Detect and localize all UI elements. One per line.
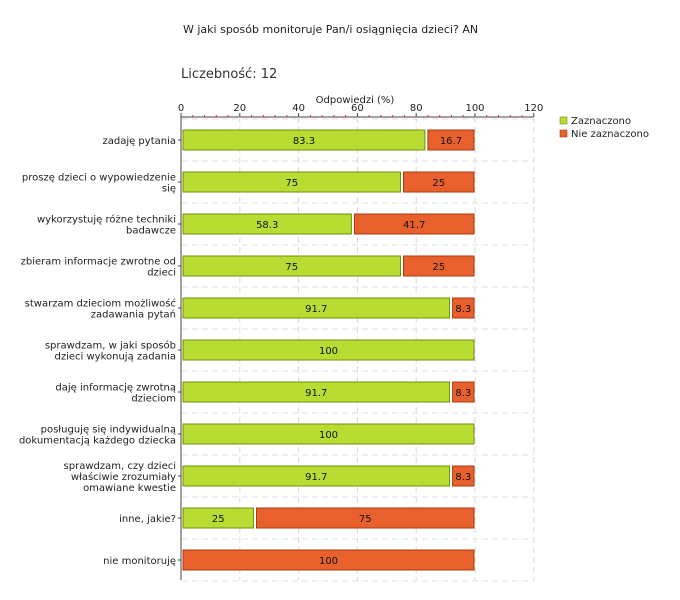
bar-value-label: 16.7 xyxy=(440,136,462,147)
category-label-line: sprawdzam, czy dzieci xyxy=(64,461,176,472)
category-label: stwarzam dzieciom możliwość zadawania pyt… xyxy=(25,298,176,321)
category-label: zadaję pytania xyxy=(102,136,176,147)
bar-zaznaczono xyxy=(182,213,352,235)
category-label-line: daję informację zwrotną xyxy=(55,383,176,394)
bar-value-label: 91.7 xyxy=(305,472,327,483)
x-tick-label: 60 xyxy=(351,103,364,114)
x-axis-title: Odpowiedzi (%) xyxy=(316,95,395,106)
bar-zaznaczono xyxy=(182,423,475,445)
category-label: daję informację zwrotną dzieciom xyxy=(55,383,176,405)
category-label-line: badawcze xyxy=(126,226,176,237)
bar-zaznaczono xyxy=(182,339,475,361)
category-label: sprawdzam, czy dzieci właściwie zrozumiał… xyxy=(64,461,177,494)
category-label-line: wykorzystuję różne techniki xyxy=(37,214,176,226)
category-label: sprawdzam, w jaki sposób dzieci wykonują … xyxy=(45,340,176,363)
bar-nie-zaznaczono xyxy=(353,213,475,235)
category-label-line: stwarzam dzieciom możliwość xyxy=(25,298,176,310)
bar-value-label: 100 xyxy=(319,430,338,441)
category-label-line: dzieci wykonują zadania xyxy=(55,352,177,363)
category-label-line: zadawania pytań xyxy=(91,309,176,321)
category-label: zbieram informacje zwrotne od dzieci xyxy=(21,257,176,279)
category-label-line: posługuję się indywidualną xyxy=(41,425,176,436)
bar-value-label: 75 xyxy=(359,514,372,525)
category-label: nie monitoruję xyxy=(103,556,176,567)
category-label-line: nie monitoruję xyxy=(103,556,176,567)
x-tick-label: 0 xyxy=(178,103,184,114)
bar-zaznaczono xyxy=(182,507,254,529)
bar-zaznaczono xyxy=(182,297,451,319)
x-tick-label: 20 xyxy=(233,103,246,114)
bar-nie-zaznaczono xyxy=(403,255,475,277)
bar-value-label: 8.3 xyxy=(455,388,471,399)
category-label: proszę dzieci o wypowiedzenie się xyxy=(22,173,176,195)
bar-value-label: 25 xyxy=(432,178,445,189)
category-label-line: się xyxy=(162,184,176,195)
category-label-line: zbieram informacje zwrotne od xyxy=(21,257,176,268)
sample-size: Liczebność: 12 xyxy=(181,67,277,82)
category-label-line: sprawdzam, w jaki sposób xyxy=(45,340,176,352)
x-tick-label: 120 xyxy=(524,103,543,114)
category-label: wykorzystuję różne techniki badawcze xyxy=(37,214,176,237)
category-label-line: dzieci xyxy=(147,268,176,279)
legend-label: Nie zaznaczono xyxy=(571,129,649,140)
sample-size-value: 12 xyxy=(260,67,278,82)
category-label-line: zadaję pytania xyxy=(102,136,176,147)
x-tick-label: 80 xyxy=(410,103,423,114)
category-label-line: właściwie zrozumiały xyxy=(71,471,176,483)
bar-nie-zaznaczono xyxy=(403,171,475,193)
bar-zaznaczono xyxy=(182,171,401,193)
bar-value-label: 91.7 xyxy=(305,304,327,315)
bar-value-label: 8.3 xyxy=(455,472,471,483)
category-label-line: omawiane kwestie xyxy=(83,483,176,494)
bar-value-label: 41.7 xyxy=(403,220,425,231)
bar-value-label: 75 xyxy=(285,262,298,273)
bar-nie-zaznaczono xyxy=(452,381,475,403)
category-label-line: dzieciom xyxy=(131,394,176,405)
bar-zaznaczono xyxy=(182,381,451,403)
sample-size-label: Liczebność: xyxy=(181,67,257,82)
chart-title: W jaki sposób monitoruje Pan/i osiągnięc… xyxy=(183,23,479,36)
legend-swatch xyxy=(559,129,568,138)
category-label-line: proszę dzieci o wypowiedzenie xyxy=(22,173,176,184)
legend-swatch xyxy=(559,116,568,125)
category-label-line: dokumentacją każdego dziecka xyxy=(19,436,176,447)
bar-value-label: 25 xyxy=(432,262,445,273)
bar-zaznaczono xyxy=(182,465,451,487)
x-tick-label: 100 xyxy=(465,103,484,114)
bar-value-label: 83.3 xyxy=(293,136,315,147)
legend-label: Zaznaczono xyxy=(571,116,631,127)
category-label: inne, jakie? xyxy=(119,514,176,525)
bar-zaznaczono xyxy=(182,129,426,151)
bar-value-label: 25 xyxy=(212,514,225,525)
bar-nie-zaznaczono xyxy=(452,297,475,319)
bar-value-label: 8.3 xyxy=(455,304,471,315)
bar-value-label: 91.7 xyxy=(305,388,327,399)
bar-nie-zaznaczono xyxy=(182,549,475,571)
bar-value-label: 100 xyxy=(319,346,338,357)
bar-zaznaczono xyxy=(182,255,401,277)
bar-nie-zaznaczono xyxy=(256,507,475,529)
bar-value-label: 100 xyxy=(319,556,338,567)
bar-value-label: 58.3 xyxy=(256,220,278,231)
x-tick-label: 40 xyxy=(292,103,305,114)
bar-value-label: 75 xyxy=(285,178,298,189)
bar-nie-zaznaczono xyxy=(427,129,475,151)
category-label-line: inne, jakie? xyxy=(119,514,176,525)
category-label: posługuję się indywidualną dokumentacją k… xyxy=(19,425,176,447)
bar-nie-zaznaczono xyxy=(452,465,475,487)
